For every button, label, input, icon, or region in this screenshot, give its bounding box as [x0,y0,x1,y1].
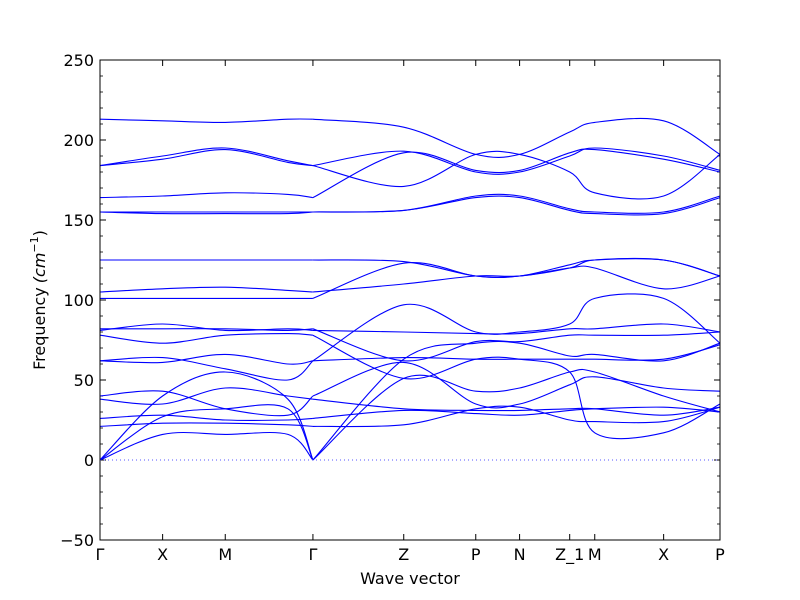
x-tick-label: Γ [96,545,105,564]
band-line [99,149,313,167]
y-tick-label: 0 [84,451,94,470]
band-line [99,431,314,461]
x-tick-label: P [715,545,725,564]
y-tick-label: 150 [63,211,94,230]
band-line [312,117,721,159]
band-line [99,371,314,461]
x-tick-label: Z [398,545,409,564]
y-axis-label-close: ) [30,230,49,236]
x-tick-label: N [514,545,526,564]
band-line [312,368,721,461]
band-line [312,193,721,214]
band-line [312,398,721,416]
x-tick-label: Γ [308,545,317,564]
band-line [312,340,721,461]
band-line [312,334,721,440]
y-tick-label: 200 [63,131,94,150]
y-tick-label: −50 [60,531,94,550]
band-line [312,257,721,278]
x-tick-label: X [157,545,168,564]
band-line [312,265,721,293]
band-line [312,148,721,199]
band-line [99,390,314,417]
band-line [99,356,314,381]
band-line [99,387,313,405]
band-line [312,405,721,428]
band-line [99,333,313,344]
x-tick-label: X [658,545,669,564]
x-tick-label: M [218,545,232,564]
band-line [312,323,721,335]
band-line [99,323,313,332]
band-line [99,118,313,123]
band-line [99,192,313,199]
tick-marks [99,59,721,541]
band-line [312,258,721,299]
y-tick-label: 250 [63,51,94,70]
band-line [99,286,313,293]
band-line [99,404,314,461]
x-tick-label: P [471,545,481,564]
band-line [99,414,313,421]
x-tick-labels: Γ X M Γ Z P N Z_1 M X P [96,545,726,565]
phonon-bands [99,117,721,461]
band-line [99,211,313,215]
y-tick-labels: −50 0 50 100 150 200 250 [60,51,94,550]
band-line [312,293,721,362]
band-line [99,422,313,427]
band-line [99,328,313,331]
x-axis-label: Wave vector [360,569,460,588]
x-tick-label: Z_1 [555,545,584,565]
plot-frame [99,59,721,541]
band-line [312,344,721,362]
y-tick-label: 50 [74,371,94,390]
y-axis-label-exponent: −1 [28,236,41,252]
band-line [99,147,314,167]
band-line [312,147,721,175]
x-tick-label: M [588,545,602,564]
band-line [312,361,721,409]
band-line [312,406,721,419]
band-line [312,150,721,200]
y-axis-label-unit: (cm [30,253,49,284]
y-axis-label: Frequency (cm−1) [28,230,49,370]
band-line [312,328,721,362]
y-tick-label: 100 [63,291,94,310]
y-axis-label-text: Frequency [30,287,49,370]
band-line [99,353,313,365]
